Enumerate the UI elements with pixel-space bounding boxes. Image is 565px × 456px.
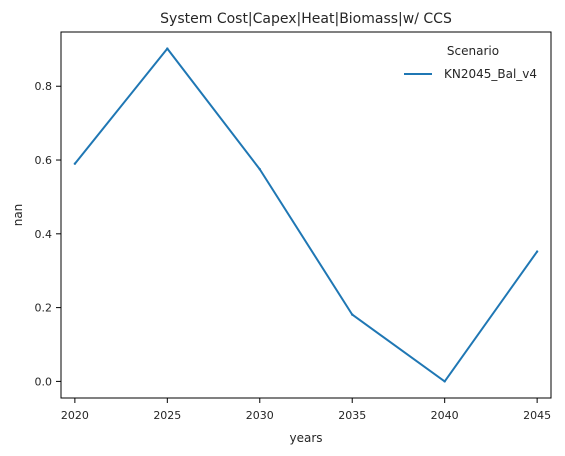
y-axis-ticks: 0.0 0.2 0.4 0.6 0.8 xyxy=(35,80,61,388)
legend-title: Scenario xyxy=(447,44,499,58)
y-axis-label: nan xyxy=(11,204,25,227)
data-point-2030 xyxy=(258,168,261,171)
x-axis-label: years xyxy=(289,431,322,445)
data-point-2040 xyxy=(443,380,446,383)
y-tick-label-0.6: 0.6 xyxy=(35,154,53,167)
data-point-2025 xyxy=(166,47,169,50)
legend-label-kn2045-bal-v4: KN2045_Bal_v4 xyxy=(444,67,537,81)
series-layer xyxy=(73,47,539,383)
x-tick-label-2030: 2030 xyxy=(246,409,274,422)
x-tick-label-2025: 2025 xyxy=(153,409,181,422)
x-tick-label-2020: 2020 xyxy=(61,409,89,422)
data-point-2020 xyxy=(73,162,77,165)
y-tick-label-0.0: 0.0 xyxy=(35,375,53,388)
data-point-2045 xyxy=(535,250,539,253)
plot-frame xyxy=(60,31,552,399)
x-tick-label-2045: 2045 xyxy=(523,409,551,422)
legend: Scenario KN2045_Bal_v4 xyxy=(404,44,537,81)
x-tick-label-2035: 2035 xyxy=(338,409,366,422)
data-point-2035 xyxy=(351,313,354,316)
chart-title: System Cost|Capex|Heat|Biomass|w/ CCS xyxy=(160,11,452,27)
series-line-kn2045-bal-v4 xyxy=(74,47,538,383)
y-tick-label-0.8: 0.8 xyxy=(35,80,53,93)
plot-area: 2020 2025 2030 2035 2040 2045 0.0 0.2 0.4 0.6 0.8 xyxy=(35,31,552,422)
x-axis-ticks: 2020 2025 2030 2035 2040 2045 xyxy=(61,398,551,422)
y-tick-label-0.4: 0.4 xyxy=(35,228,53,241)
x-tick-label-2040: 2040 xyxy=(431,409,459,422)
y-tick-label-0.2: 0.2 xyxy=(35,302,53,315)
